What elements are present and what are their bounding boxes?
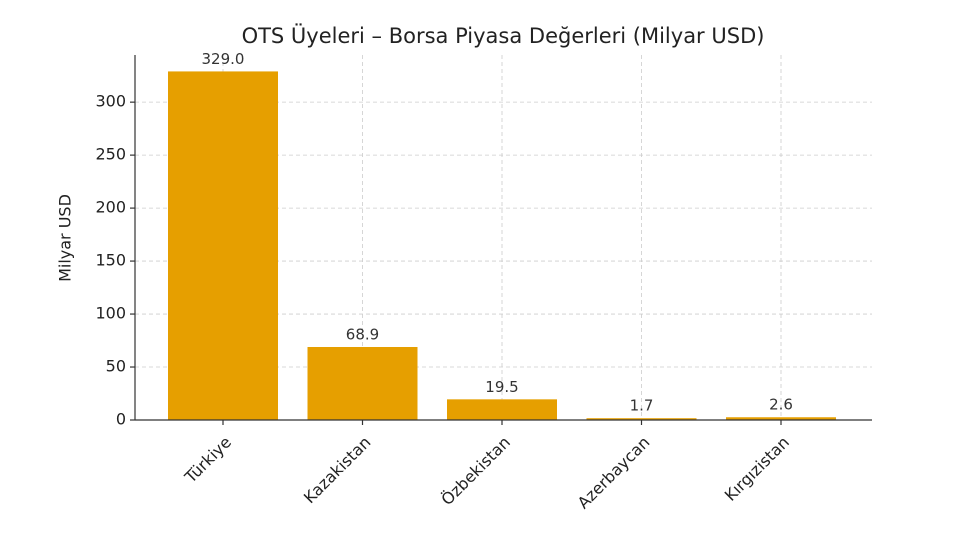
bar xyxy=(168,71,278,420)
chart-title: OTS Üyeleri – Borsa Piyasa Değerleri (Mi… xyxy=(242,23,765,48)
x-tick-label: Özbekistan xyxy=(437,433,514,510)
bar xyxy=(307,347,418,420)
bar xyxy=(586,418,697,420)
y-tick-label: 250 xyxy=(95,145,126,164)
x-tick-label: Kazakistan xyxy=(300,433,375,508)
value-label: 19.5 xyxy=(485,378,518,396)
value-label: 329.0 xyxy=(202,50,245,68)
bar xyxy=(726,417,836,420)
bar xyxy=(447,399,557,420)
y-axis-label: Milyar USD xyxy=(56,194,75,282)
y-tick-label: 100 xyxy=(95,304,126,323)
x-tick-label: Kırgızistan xyxy=(721,433,793,505)
value-label: 2.6 xyxy=(769,396,793,414)
y-tick-label: 300 xyxy=(95,92,126,111)
y-tick-label: 150 xyxy=(95,251,126,270)
value-label: 68.9 xyxy=(346,326,379,344)
y-tick-label: 50 xyxy=(106,357,126,376)
x-tick-label: Azerbaycan xyxy=(574,433,654,513)
y-tick-label: 200 xyxy=(95,198,126,217)
value-label: 1.7 xyxy=(630,397,654,415)
y-tick-label: 0 xyxy=(116,410,126,429)
x-tick-label: Türkiye xyxy=(180,433,235,488)
